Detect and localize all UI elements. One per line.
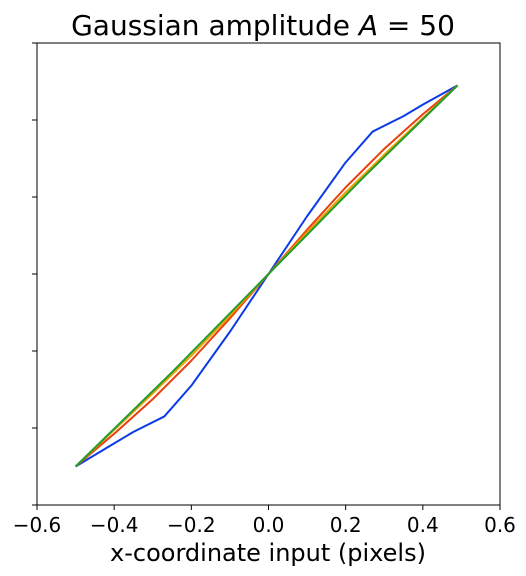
x-tick-label: 0.2: [330, 513, 362, 537]
series-layer: [74, 84, 459, 468]
chart-title-prefix: Gaussian amplitude: [71, 9, 359, 42]
x-tick-label: 0.6: [484, 513, 516, 537]
y-axis: [32, 42, 37, 506]
series-line-4: [74, 84, 459, 468]
chart-title-suffix: = 50: [378, 9, 455, 42]
x-tick-label: −0.2: [167, 513, 216, 537]
x-axis-label: x-coordinate input (pixels): [110, 539, 426, 567]
chart-title: Gaussian amplitude A = 50: [71, 9, 455, 42]
x-tick-label: −0.4: [90, 513, 139, 537]
x-tick-label: −0.6: [13, 513, 62, 537]
x-axis: −0.6 −0.4 −0.2 0.0 0.2 0.4 0.6: [13, 505, 516, 537]
x-tick-label: 0.0: [253, 513, 285, 537]
x-tick-label: 0.4: [407, 513, 439, 537]
chart-title-variable: A: [357, 9, 378, 42]
